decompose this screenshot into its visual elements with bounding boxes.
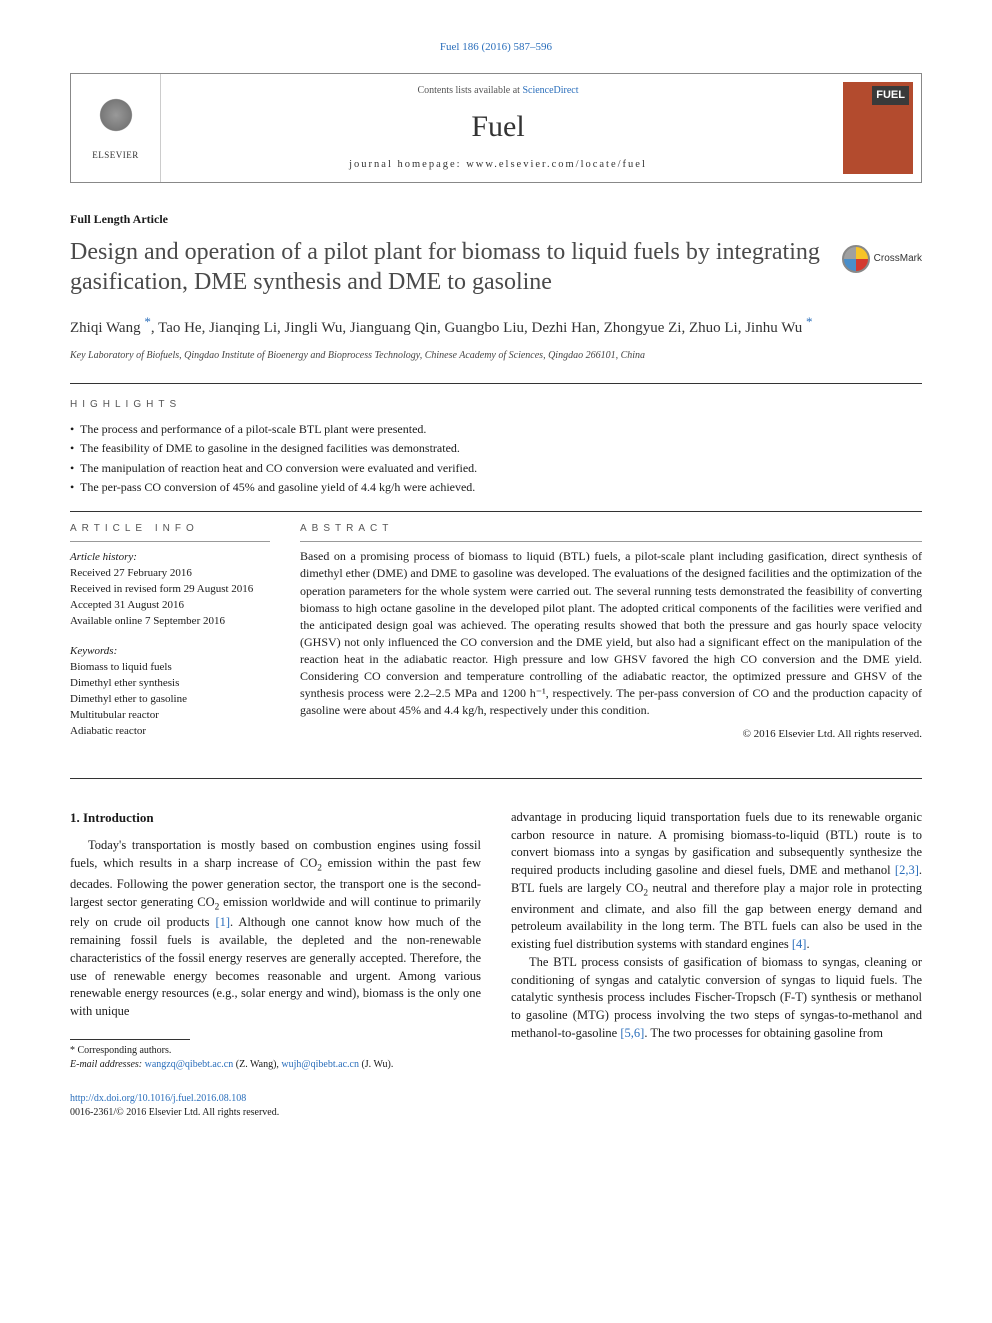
doi-block: http://dx.doi.org/10.1016/j.fuel.2016.08… <box>70 1092 922 1120</box>
journal-header: ELSEVIER Contents lists available at Sci… <box>70 73 922 183</box>
homepage-prefix: journal homepage: <box>349 159 466 170</box>
keyword: Adiabatic reactor <box>70 724 270 740</box>
keyword: Multitubular reactor <box>70 708 270 724</box>
publisher-logo[interactable]: ELSEVIER <box>71 74 161 182</box>
contents-prefix: Contents lists available at <box>417 85 522 96</box>
history-line: Received in revised form 29 August 2016 <box>70 582 270 598</box>
crossmark-icon <box>842 245 870 273</box>
highlights-list: The process and performance of a pilot-s… <box>70 421 922 495</box>
elsevier-tree-icon <box>91 95 141 145</box>
body-column-left: 1. Introduction Today's transportation i… <box>70 809 481 1072</box>
body-column-right: advantage in producing liquid transporta… <box>511 809 922 1072</box>
email-link-2[interactable]: wujh@qibebt.ac.cn <box>281 1059 359 1070</box>
intro-heading: 1. Introduction <box>70 809 481 827</box>
keyword: Dimethyl ether synthesis <box>70 676 270 692</box>
citation[interactable]: Fuel 186 (2016) 587–596 <box>70 40 922 55</box>
authors: Zhiqi Wang *, Tao He, Jianqing Li, Jingl… <box>70 313 922 339</box>
email-link-1[interactable]: wangzq@qibebt.ac.cn <box>145 1059 234 1070</box>
ref-link[interactable]: [2,3] <box>895 863 919 877</box>
intro-paragraph-2: advantage in producing liquid transporta… <box>511 809 922 954</box>
keyword: Dimethyl ether to gasoline <box>70 692 270 708</box>
ref-link[interactable]: [1] <box>215 915 230 929</box>
corresponding-author-note: * Corresponding authors. E-mail addresse… <box>70 1044 481 1072</box>
journal-name: Fuel <box>169 107 827 148</box>
doi-link[interactable]: http://dx.doi.org/10.1016/j.fuel.2016.08… <box>70 1093 246 1104</box>
rule <box>70 511 922 512</box>
abstract-label: abstract <box>300 522 922 536</box>
journal-cover[interactable]: FUEL <box>843 82 913 174</box>
abstract-column: abstract Based on a promising process of… <box>300 522 922 754</box>
rule <box>70 383 922 384</box>
article-info-label: article info <box>70 522 270 536</box>
intro-paragraph-1: Today's transportation is mostly based o… <box>70 837 481 1021</box>
ref-link[interactable]: [5,6] <box>620 1026 644 1040</box>
keywords-block: Keywords: Biomass to liquid fuelsDimethy… <box>70 644 270 740</box>
corr-label: * Corresponding authors. <box>70 1044 481 1058</box>
abstract-text: Based on a promising process of biomass … <box>300 548 922 718</box>
history-line: Available online 7 September 2016 <box>70 614 270 630</box>
crossmark-label: CrossMark <box>874 252 922 266</box>
cover-title: FUEL <box>872 86 909 105</box>
intro-paragraph-3: The BTL process consists of gasification… <box>511 954 922 1043</box>
article-type: Full Length Article <box>70 211 922 227</box>
homepage-url[interactable]: www.elsevier.com/locate/fuel <box>466 159 647 170</box>
crossmark-badge[interactable]: CrossMark <box>842 245 922 273</box>
highlight-item: The per-pass CO conversion of 45% and ga… <box>70 479 922 495</box>
sciencedirect-link[interactable]: ScienceDirect <box>522 85 578 96</box>
article-history: Article history: Received 27 February 20… <box>70 550 270 630</box>
article-title: Design and operation of a pilot plant fo… <box>70 237 822 297</box>
issn-line: 0016-2361/© 2016 Elsevier Ltd. All right… <box>70 1107 279 1118</box>
publisher-name: ELSEVIER <box>92 149 139 161</box>
contents-line: Contents lists available at ScienceDirec… <box>169 84 827 98</box>
affiliation: Key Laboratory of Biofuels, Qingdao Inst… <box>70 349 922 363</box>
body-columns: 1. Introduction Today's transportation i… <box>70 809 922 1072</box>
history-line: Accepted 31 August 2016 <box>70 598 270 614</box>
rule <box>70 778 922 779</box>
rule-light <box>300 541 922 542</box>
highlight-item: The process and performance of a pilot-s… <box>70 421 922 437</box>
history-head: Article history: <box>70 550 270 566</box>
email-name-1: (Z. Wang), <box>233 1059 281 1070</box>
keywords-head: Keywords: <box>70 644 270 660</box>
keyword: Biomass to liquid fuels <box>70 660 270 676</box>
highlights-label: highlights <box>70 398 922 412</box>
highlight-item: The manipulation of reaction heat and CO… <box>70 460 922 476</box>
history-line: Received 27 February 2016 <box>70 566 270 582</box>
ref-link[interactable]: [4] <box>792 937 807 951</box>
article-info-column: article info Article history: Received 2… <box>70 522 270 754</box>
rule-light <box>70 541 270 542</box>
header-center: Contents lists available at ScienceDirec… <box>161 74 835 182</box>
homepage-line: journal homepage: www.elsevier.com/locat… <box>169 158 827 172</box>
footnote-rule <box>70 1039 190 1040</box>
email-label: E-mail addresses: <box>70 1059 145 1070</box>
email-name-2: (J. Wu). <box>359 1059 393 1070</box>
highlight-item: The feasibility of DME to gasoline in th… <box>70 440 922 456</box>
copyright: © 2016 Elsevier Ltd. All rights reserved… <box>300 727 922 742</box>
